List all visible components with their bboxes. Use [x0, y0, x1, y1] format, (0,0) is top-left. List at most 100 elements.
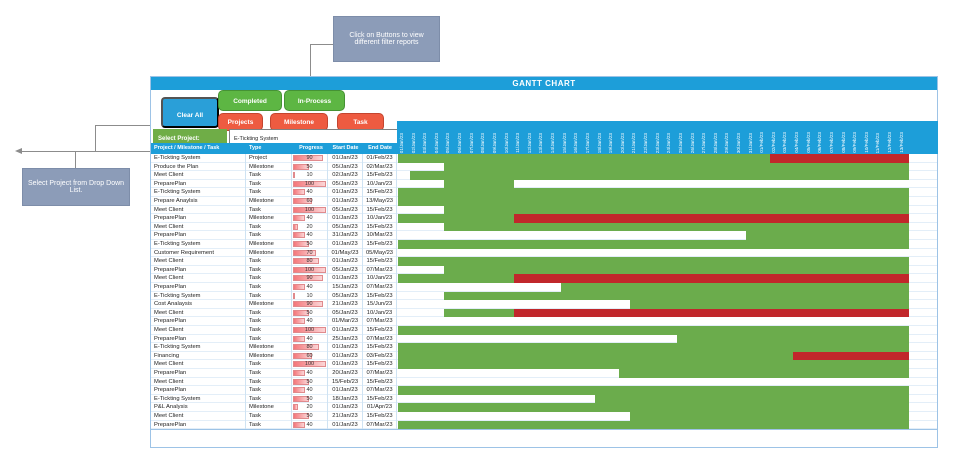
clear-all-filter-button[interactable]: Clear All Filter	[161, 97, 219, 150]
progress-value: 100	[304, 361, 315, 368]
buttons-callout: Click on Buttons to view different filte…	[333, 16, 440, 62]
progress-value: 40	[306, 421, 313, 428]
arrowhead-left-icon	[15, 148, 22, 154]
end-date-cell: 15/Feb/23	[363, 343, 397, 352]
date-column-header: 22/Jan/23	[643, 132, 649, 153]
task-type-cell: Task	[246, 377, 292, 387]
date-column-header: 19/Jan/23	[608, 132, 614, 153]
gantt-row	[398, 214, 909, 223]
progress-cell: 60	[292, 197, 328, 206]
gantt-row	[398, 360, 909, 369]
date-column-header: 11/Feb/23	[875, 132, 881, 153]
progress-databar	[293, 249, 316, 256]
column-header-end: End Date	[368, 145, 392, 151]
date-column-header: 13/Jan/23	[538, 132, 544, 153]
end-date-cell: 01/Feb/23	[363, 154, 397, 163]
task-type-cell: Task	[246, 317, 292, 326]
progress-value: 90	[306, 301, 313, 308]
date-column-header: 05/Feb/23	[805, 132, 811, 153]
gantt-bar-green	[398, 420, 909, 430]
table-row: Meet Client Task 80 01/Jan/23 15/Feb/23	[151, 257, 937, 266]
task-name-cell: P&L Analysis	[151, 403, 246, 412]
progress-cell: 40	[292, 334, 328, 344]
task-name-cell: E-Tickting System	[151, 154, 246, 163]
in-process-filter-button[interactable]: In-Process	[284, 90, 345, 111]
gantt-bar-green	[746, 231, 909, 240]
task-name-cell: Cost Analaysis	[151, 300, 246, 309]
date-column-header: 21/Jan/23	[631, 132, 637, 153]
start-date-cell: 01/May/23	[328, 248, 363, 258]
table-row: PreparePlan Milestone 40 01/Jan/23 10/Jan/23	[151, 214, 937, 223]
end-date-cell: 07/Mar/23	[363, 386, 397, 395]
end-date-cell: 07/Mar/23	[363, 317, 397, 326]
task-name-cell: Meet Client	[151, 377, 246, 387]
table-row: Cost Analaysis Milestone 90 21/Jan/23 15/Jun…	[151, 300, 937, 309]
progress-value: 50	[306, 395, 313, 402]
progress-databar	[293, 258, 319, 265]
progress-cell: 20	[292, 403, 328, 412]
progress-databar	[293, 172, 295, 179]
start-date-cell: 01/Jan/23	[328, 351, 363, 361]
date-column-header: 08/Jan/23	[480, 132, 486, 153]
gantt-bar-green	[444, 308, 515, 318]
task-type-cell: Task	[246, 360, 292, 369]
task-type-cell: Task	[246, 326, 292, 335]
end-date-cell: 15/Feb/23	[363, 394, 397, 404]
gantt-row	[398, 317, 909, 326]
date-column-header: 09/Jan/23	[491, 132, 497, 153]
task-type-cell: Milestone	[246, 343, 292, 352]
progress-cell: 10	[292, 171, 328, 180]
gantt-bar-green	[560, 283, 909, 292]
table-row: PreparePlan Task 40 25/Jan/23 07/Mar/23	[151, 334, 937, 344]
progress-databar	[293, 361, 326, 368]
task-type-cell: Task	[246, 420, 292, 430]
table-row: E-Tickting System Milestone 80 01/Jan/23 15/…	[151, 343, 937, 352]
date-column-header: 10/Feb/23	[863, 132, 869, 153]
progress-value: 60	[306, 352, 313, 359]
gantt-bar-green	[444, 222, 909, 232]
gantt-bar-red	[769, 154, 909, 163]
gantt-bar-green	[398, 274, 515, 283]
end-date-cell: 15/Feb/23	[363, 291, 397, 301]
task-type-cell: Milestone	[246, 240, 292, 249]
table-row: E-Tickting System Task 40 01/Jan/23 15/Feb/2…	[151, 188, 937, 197]
start-date-cell: 05/Jan/23	[328, 179, 363, 189]
end-date-cell: 15/Jun/23	[363, 300, 397, 309]
progress-value: 40	[306, 232, 313, 239]
gantt-row	[398, 283, 909, 292]
end-date-cell: 07/Mar/23	[363, 334, 397, 344]
progress-value: 40	[306, 189, 313, 196]
table-row: E-Tickting System Task 10 05/Jan/23 15/Feb/2…	[151, 291, 937, 301]
gantt-row	[398, 394, 909, 404]
page-title: GANTT CHART	[151, 77, 937, 90]
end-date-cell: 10/Jan/23	[363, 179, 397, 189]
progress-cell: 50	[292, 240, 328, 249]
gantt-row	[398, 351, 909, 361]
progress-value: 100	[304, 266, 315, 273]
progress-value: 80	[306, 344, 313, 351]
end-date-cell: 10/Jan/23	[363, 308, 397, 318]
progress-cell: 80	[292, 257, 328, 266]
progress-value: 40	[306, 284, 313, 290]
progress-cell: 50	[292, 162, 328, 172]
start-date-cell: 05/Jan/23	[328, 222, 363, 232]
table-row: Meet Client Task 50 21/Jan/23 15/Feb/23	[151, 412, 937, 421]
table-row: Financing Milestone 60 01/Jan/23 03/Feb/23	[151, 351, 937, 361]
gantt-row	[398, 412, 909, 421]
progress-databar	[293, 155, 323, 161]
gantt-bar-green	[398, 214, 515, 223]
progress-databar	[293, 301, 323, 308]
gantt-row	[398, 171, 909, 180]
start-date-cell: 01/Jan/23	[328, 420, 363, 430]
task-name-cell: Meet Client	[151, 274, 246, 283]
progress-databar	[293, 370, 305, 376]
progress-value: 40	[306, 215, 313, 222]
task-name-cell: Prepare Anaylsis	[151, 197, 246, 206]
task-type-cell: Task	[246, 308, 292, 318]
dropdown-callout: Select Project from Drop Down List.	[22, 168, 130, 206]
gantt-widget: GANTT CHART Clear All Filter Completed I…	[150, 76, 938, 448]
progress-cell: 50	[292, 412, 328, 421]
completed-filter-button[interactable]: Completed	[218, 90, 282, 111]
table-row: Prepare Anaylsis Milestone 60 01/Jan/23 13/M…	[151, 197, 937, 206]
gantt-bar-green	[398, 360, 909, 369]
